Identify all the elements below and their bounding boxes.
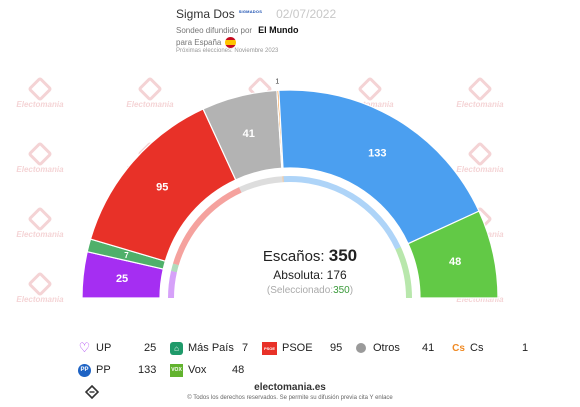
majority-value: 176 <box>326 268 347 282</box>
legend-label: PP <box>96 364 111 376</box>
legend-value: 41 <box>422 342 435 354</box>
majority: Absoluta: 176 <box>200 268 420 282</box>
mas-pais-icon: ⌂ <box>170 341 183 355</box>
seat-label-otros: 41 <box>243 128 255 140</box>
gray-dot-icon <box>356 343 366 353</box>
legend-value: 95 <box>330 342 343 354</box>
selection-band-vox <box>395 247 412 298</box>
hemicycle-chart: 25 7 95 41 1 133 48 <box>81 78 499 299</box>
legend-item-psoe[interactable]: PSOE PSOE 95 <box>262 340 342 356</box>
legend-label: Cs <box>470 342 484 354</box>
total-seats: Escaños: 350 <box>200 246 420 266</box>
legend-value: 48 <box>232 364 245 376</box>
scope-label: para España <box>176 38 222 47</box>
selected-suffix: ) <box>349 285 354 296</box>
legend-label: PSOE <box>282 342 313 354</box>
legend-item-otros[interactable]: Otros 41 <box>356 340 434 356</box>
selection-band-psoe <box>172 187 242 266</box>
seat-label-psoe: 95 <box>156 181 168 193</box>
legend-value: 25 <box>144 342 157 354</box>
legend-label: UP <box>96 342 112 354</box>
legend-item-vox[interactable]: VOX Vox 48 <box>170 362 244 378</box>
legend-item-pp[interactable]: PP PP 133 <box>78 362 156 378</box>
legend-label: Otros <box>373 342 400 354</box>
selected-value: 350 <box>333 285 350 296</box>
seat-segment-vox[interactable] <box>407 210 499 299</box>
media-name: El Mundo <box>258 25 299 35</box>
majority-label: Absoluta: <box>273 268 324 282</box>
legend-value: 1 <box>522 342 529 354</box>
footer: electomania.es © Todos los derechos rese… <box>0 382 580 401</box>
next-election-label: Próximas elecciones: Noviembre 2023 <box>176 48 279 54</box>
seat-label-vox: 48 <box>449 256 461 268</box>
seat-label-mas-pais: 7 <box>124 251 129 260</box>
total-seats-value: 350 <box>328 246 358 265</box>
selection-band-up <box>168 270 177 298</box>
pollster-logo: SIGMADOS <box>238 8 263 14</box>
published-by-label: Sondeo difundido por <box>176 25 253 35</box>
poll-date: 02/07/2022 <box>276 7 337 21</box>
legend-item-up[interactable]: ♡ UP 25 <box>78 340 157 356</box>
total-seats-label: Escaños: <box>262 248 325 265</box>
legend-item-mas-pais[interactable]: ⌂ Más País 7 <box>170 340 248 356</box>
selected-label: (Seleccionado: <box>266 285 334 296</box>
selection-band-pp <box>283 175 401 250</box>
legend-label: Vox <box>188 364 207 376</box>
seat-label-up: 25 <box>116 273 128 285</box>
spain-flag-icon <box>225 37 237 48</box>
legend-label: Más País <box>188 342 234 354</box>
vox-icon: VOX <box>170 363 183 377</box>
footer-rights: © Todos los derechos reservados. Se perm… <box>187 395 393 401</box>
legend-item-cs[interactable]: Cs Cs 1 <box>452 340 528 356</box>
legend-value: 7 <box>242 342 249 354</box>
seat-label-cs: 1 <box>275 78 279 85</box>
poll-header: Sigma Dos SIGMADOS 02/07/2022 Sondeo dif… <box>176 6 496 54</box>
selection-band-mas-pais <box>171 263 179 273</box>
pollster-name: Sigma Dos <box>176 7 235 21</box>
selection-band-otros <box>239 176 283 193</box>
footer-site[interactable]: electomania.es <box>254 382 326 393</box>
pp-icon: PP <box>78 363 91 377</box>
selected-seats: (Seleccionado:350) <box>200 285 420 296</box>
up-heart-icon: ♡ <box>78 340 91 355</box>
selection-band-cs <box>282 176 284 183</box>
psoe-icon: PSOE <box>262 341 277 355</box>
cs-icon: Cs <box>452 342 465 354</box>
seat-label-pp: 133 <box>368 147 386 159</box>
party-legend: ♡ UP 25 ⌂ Más País 7 PSOE PSOE 95 Otros … <box>0 338 580 378</box>
electomania-logo-icon <box>85 385 99 399</box>
legend-value: 133 <box>138 364 157 376</box>
